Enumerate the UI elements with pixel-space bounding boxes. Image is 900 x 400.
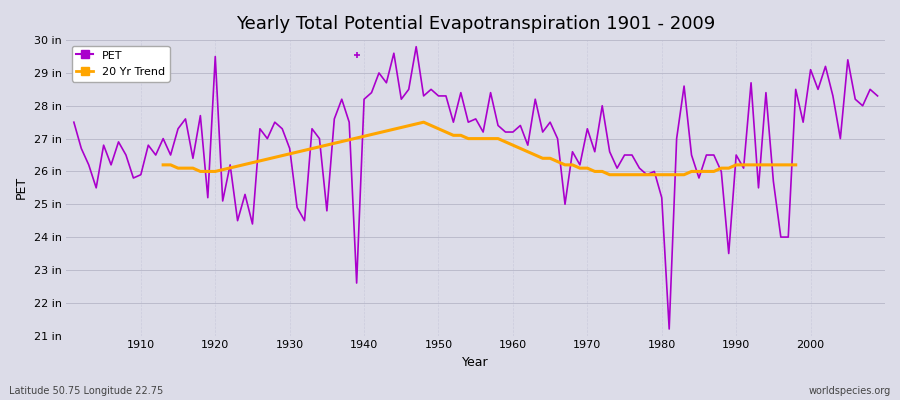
X-axis label: Year: Year — [463, 356, 489, 369]
Title: Yearly Total Potential Evapotranspiration 1901 - 2009: Yearly Total Potential Evapotranspiratio… — [236, 15, 716, 33]
Y-axis label: PET: PET — [15, 176, 28, 200]
Text: worldspecies.org: worldspecies.org — [809, 386, 891, 396]
Text: Latitude 50.75 Longitude 22.75: Latitude 50.75 Longitude 22.75 — [9, 386, 163, 396]
Legend: PET, 20 Yr Trend: PET, 20 Yr Trend — [72, 46, 169, 82]
